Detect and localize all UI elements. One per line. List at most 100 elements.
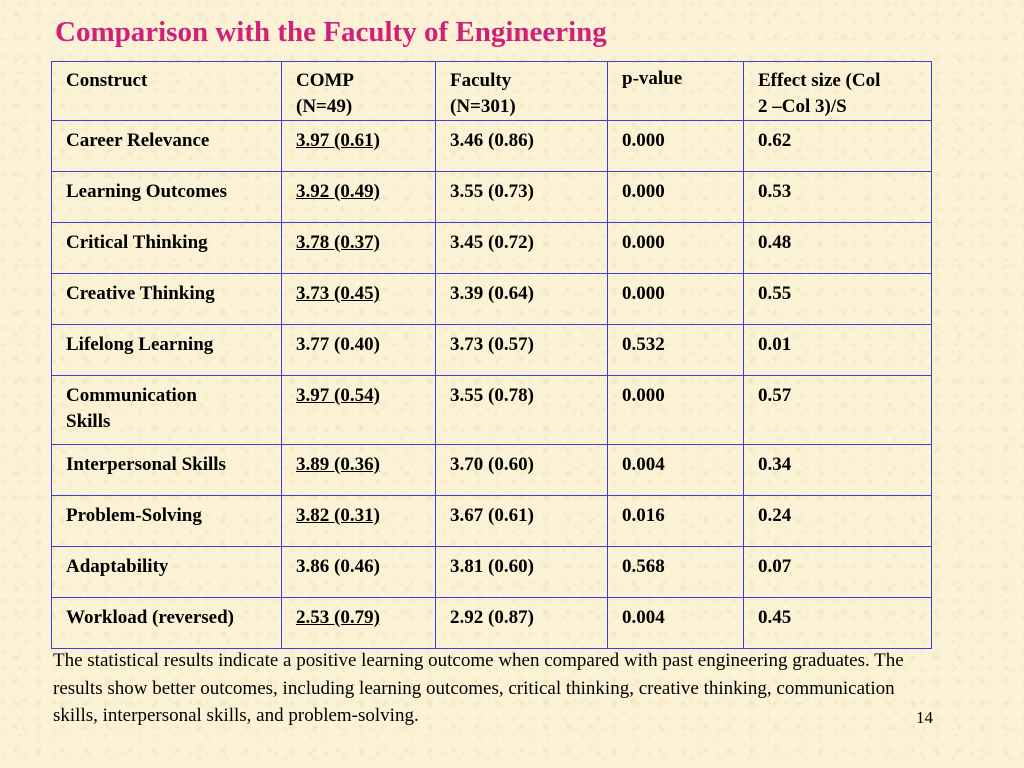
comp-value: 3.97 (0.61): [296, 130, 380, 151]
pvalue-value: 0.000: [622, 232, 665, 253]
effect-size-value: 0.62: [758, 130, 792, 151]
cell-comp: 2.53 (0.79): [281, 597, 436, 649]
table-row: Learning Outcomes 3.92 (0.49) 3.55 (0.73…: [51, 171, 932, 223]
header-pvalue: p-value: [607, 61, 744, 121]
faculty-value: 3.39 (0.64): [450, 283, 534, 304]
construct-label: Adaptability: [66, 556, 169, 577]
construct-label: Creative Thinking: [66, 283, 215, 304]
cell-pvalue: 0.000: [607, 222, 744, 274]
comp-value: 3.89 (0.36): [296, 454, 380, 475]
cell-effect-size: 0.45: [743, 597, 932, 649]
cell-faculty: 3.46 (0.86): [435, 120, 608, 172]
construct-label: Critical Thinking: [66, 232, 208, 253]
header-construct-label: Construct: [66, 70, 148, 91]
cell-faculty: 3.55 (0.78): [435, 375, 608, 445]
cell-pvalue: 0.532: [607, 324, 744, 376]
cell-pvalue: 0.000: [607, 375, 744, 445]
header-comp-label: COMP (N=49): [296, 70, 355, 117]
effect-size-value: 0.48: [758, 232, 792, 253]
header-pvalue-label: p-value: [622, 68, 683, 89]
header-effect-size: Effect size (Col 2 –Col 3)/S: [743, 61, 932, 121]
effect-size-value: 0.45: [758, 607, 792, 628]
cell-comp: 3.89 (0.36): [281, 444, 436, 496]
table-row: Lifelong Learning 3.77 (0.40) 3.73 (0.57…: [51, 324, 932, 376]
pvalue-value: 0.004: [622, 607, 665, 628]
cell-construct: Critical Thinking: [51, 222, 282, 274]
cell-effect-size: 0.62: [743, 120, 932, 172]
effect-size-value: 0.34: [758, 454, 792, 475]
faculty-value: 3.81 (0.60): [450, 556, 534, 577]
faculty-value: 3.67 (0.61): [450, 505, 534, 526]
effect-size-value: 0.57: [758, 385, 792, 406]
cell-construct: Learning Outcomes: [51, 171, 282, 223]
cell-faculty: 3.45 (0.72): [435, 222, 608, 274]
pvalue-value: 0.000: [622, 283, 665, 304]
cell-comp: 3.92 (0.49): [281, 171, 436, 223]
cell-pvalue: 0.000: [607, 120, 744, 172]
table-row: Critical Thinking 3.78 (0.37) 3.45 (0.72…: [51, 222, 932, 274]
comp-value: 3.86 (0.46): [296, 556, 380, 577]
effect-size-value: 0.01: [758, 334, 792, 355]
cell-pvalue: 0.016: [607, 495, 744, 547]
pvalue-value: 0.000: [622, 130, 665, 151]
cell-faculty: 3.39 (0.64): [435, 273, 608, 325]
pvalue-value: 0.568: [622, 556, 665, 577]
cell-effect-size: 0.53: [743, 171, 932, 223]
pvalue-value: 0.532: [622, 334, 665, 355]
comp-value: 3.77 (0.40): [296, 334, 380, 355]
comp-value: 3.97 (0.54): [296, 385, 380, 406]
construct-label: Communication Skills: [66, 385, 197, 432]
table-header-row: Construct COMP (N=49) Faculty (N=301) p-…: [51, 61, 932, 121]
faculty-value: 3.70 (0.60): [450, 454, 534, 475]
cell-faculty: 3.67 (0.61): [435, 495, 608, 547]
cell-construct: Career Relevance: [51, 120, 282, 172]
effect-size-value: 0.53: [758, 181, 792, 202]
cell-effect-size: 0.57: [743, 375, 932, 445]
comparison-table: Construct COMP (N=49) Faculty (N=301) p-…: [51, 61, 932, 649]
cell-pvalue: 0.004: [607, 597, 744, 649]
header-faculty: Faculty (N=301): [435, 61, 608, 121]
effect-size-value: 0.55: [758, 283, 792, 304]
faculty-value: 2.92 (0.87): [450, 607, 534, 628]
cell-pvalue: 0.004: [607, 444, 744, 496]
cell-faculty: 3.55 (0.73): [435, 171, 608, 223]
effect-size-value: 0.07: [758, 556, 792, 577]
cell-comp: 3.78 (0.37): [281, 222, 436, 274]
comp-value: 3.82 (0.31): [296, 505, 380, 526]
cell-construct: Lifelong Learning: [51, 324, 282, 376]
cell-effect-size: 0.55: [743, 273, 932, 325]
cell-comp: 3.82 (0.31): [281, 495, 436, 547]
cell-pvalue: 0.568: [607, 546, 744, 598]
cell-construct: Creative Thinking: [51, 273, 282, 325]
table-row: Interpersonal Skills 3.89 (0.36) 3.70 (0…: [51, 444, 932, 496]
cell-faculty: 3.81 (0.60): [435, 546, 608, 598]
page-number: 14: [916, 708, 933, 727]
table-row: Communication Skills 3.97 (0.54) 3.55 (0…: [51, 375, 932, 445]
construct-label: Career Relevance: [66, 130, 210, 151]
summary-caption: The statistical results indicate a posit…: [53, 650, 904, 726]
faculty-value: 3.46 (0.86): [450, 130, 534, 151]
cell-faculty: 3.73 (0.57): [435, 324, 608, 376]
comp-value: 2.53 (0.79): [296, 607, 380, 628]
cell-construct: Adaptability: [51, 546, 282, 598]
pvalue-value: 0.016: [622, 505, 665, 526]
pvalue-value: 0.004: [622, 454, 665, 475]
header-faculty-label: Faculty (N=301): [450, 70, 516, 117]
table-row: Career Relevance 3.97 (0.61) 3.46 (0.86)…: [51, 120, 932, 172]
header-effect-size-label: Effect size (Col 2 –Col 3)/S: [758, 70, 881, 117]
cell-effect-size: 0.34: [743, 444, 932, 496]
pvalue-value: 0.000: [622, 181, 665, 202]
comp-value: 3.78 (0.37): [296, 232, 380, 253]
faculty-value: 3.73 (0.57): [450, 334, 534, 355]
slide-title: Comparison with the Faculty of Engineeri…: [55, 16, 607, 48]
comp-value: 3.73 (0.45): [296, 283, 380, 304]
table-row: Creative Thinking 3.73 (0.45) 3.39 (0.64…: [51, 273, 932, 325]
cell-effect-size: 0.07: [743, 546, 932, 598]
cell-effect-size: 0.01: [743, 324, 932, 376]
cell-construct: Communication Skills: [51, 375, 282, 445]
construct-label: Lifelong Learning: [66, 334, 214, 355]
cell-construct: Workload (reversed): [51, 597, 282, 649]
cell-pvalue: 0.000: [607, 273, 744, 325]
cell-comp: 3.97 (0.54): [281, 375, 436, 445]
cell-pvalue: 0.000: [607, 171, 744, 223]
